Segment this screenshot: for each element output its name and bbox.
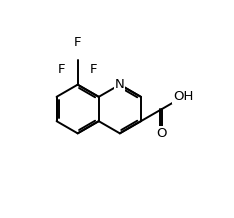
Text: O: O [157,127,167,140]
Text: F: F [74,36,81,49]
Text: N: N [115,78,125,91]
Text: OH: OH [173,90,193,103]
Text: F: F [58,63,66,76]
Text: F: F [90,63,97,76]
